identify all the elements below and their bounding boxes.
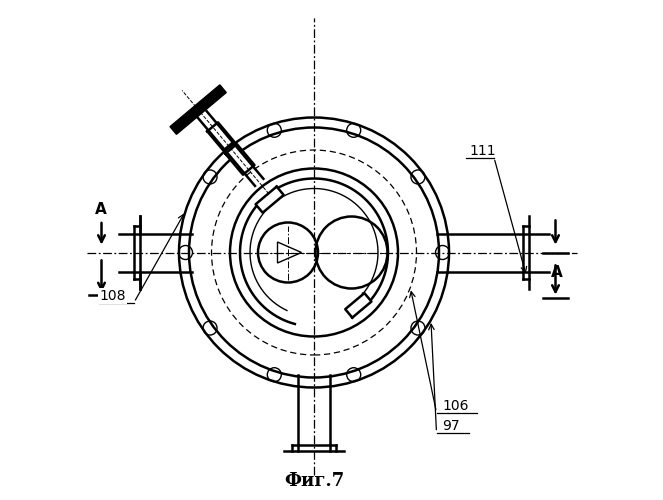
Text: A: A: [551, 265, 563, 280]
Polygon shape: [345, 293, 371, 318]
Text: Фиг.7: Фиг.7: [284, 472, 344, 490]
Polygon shape: [225, 144, 255, 174]
Text: 106: 106: [442, 399, 469, 413]
Polygon shape: [208, 122, 234, 150]
Text: 108: 108: [99, 289, 125, 303]
Polygon shape: [255, 186, 284, 212]
Text: A: A: [95, 202, 106, 218]
Text: 97: 97: [442, 419, 460, 433]
Text: 111: 111: [469, 144, 496, 158]
Polygon shape: [170, 85, 226, 134]
